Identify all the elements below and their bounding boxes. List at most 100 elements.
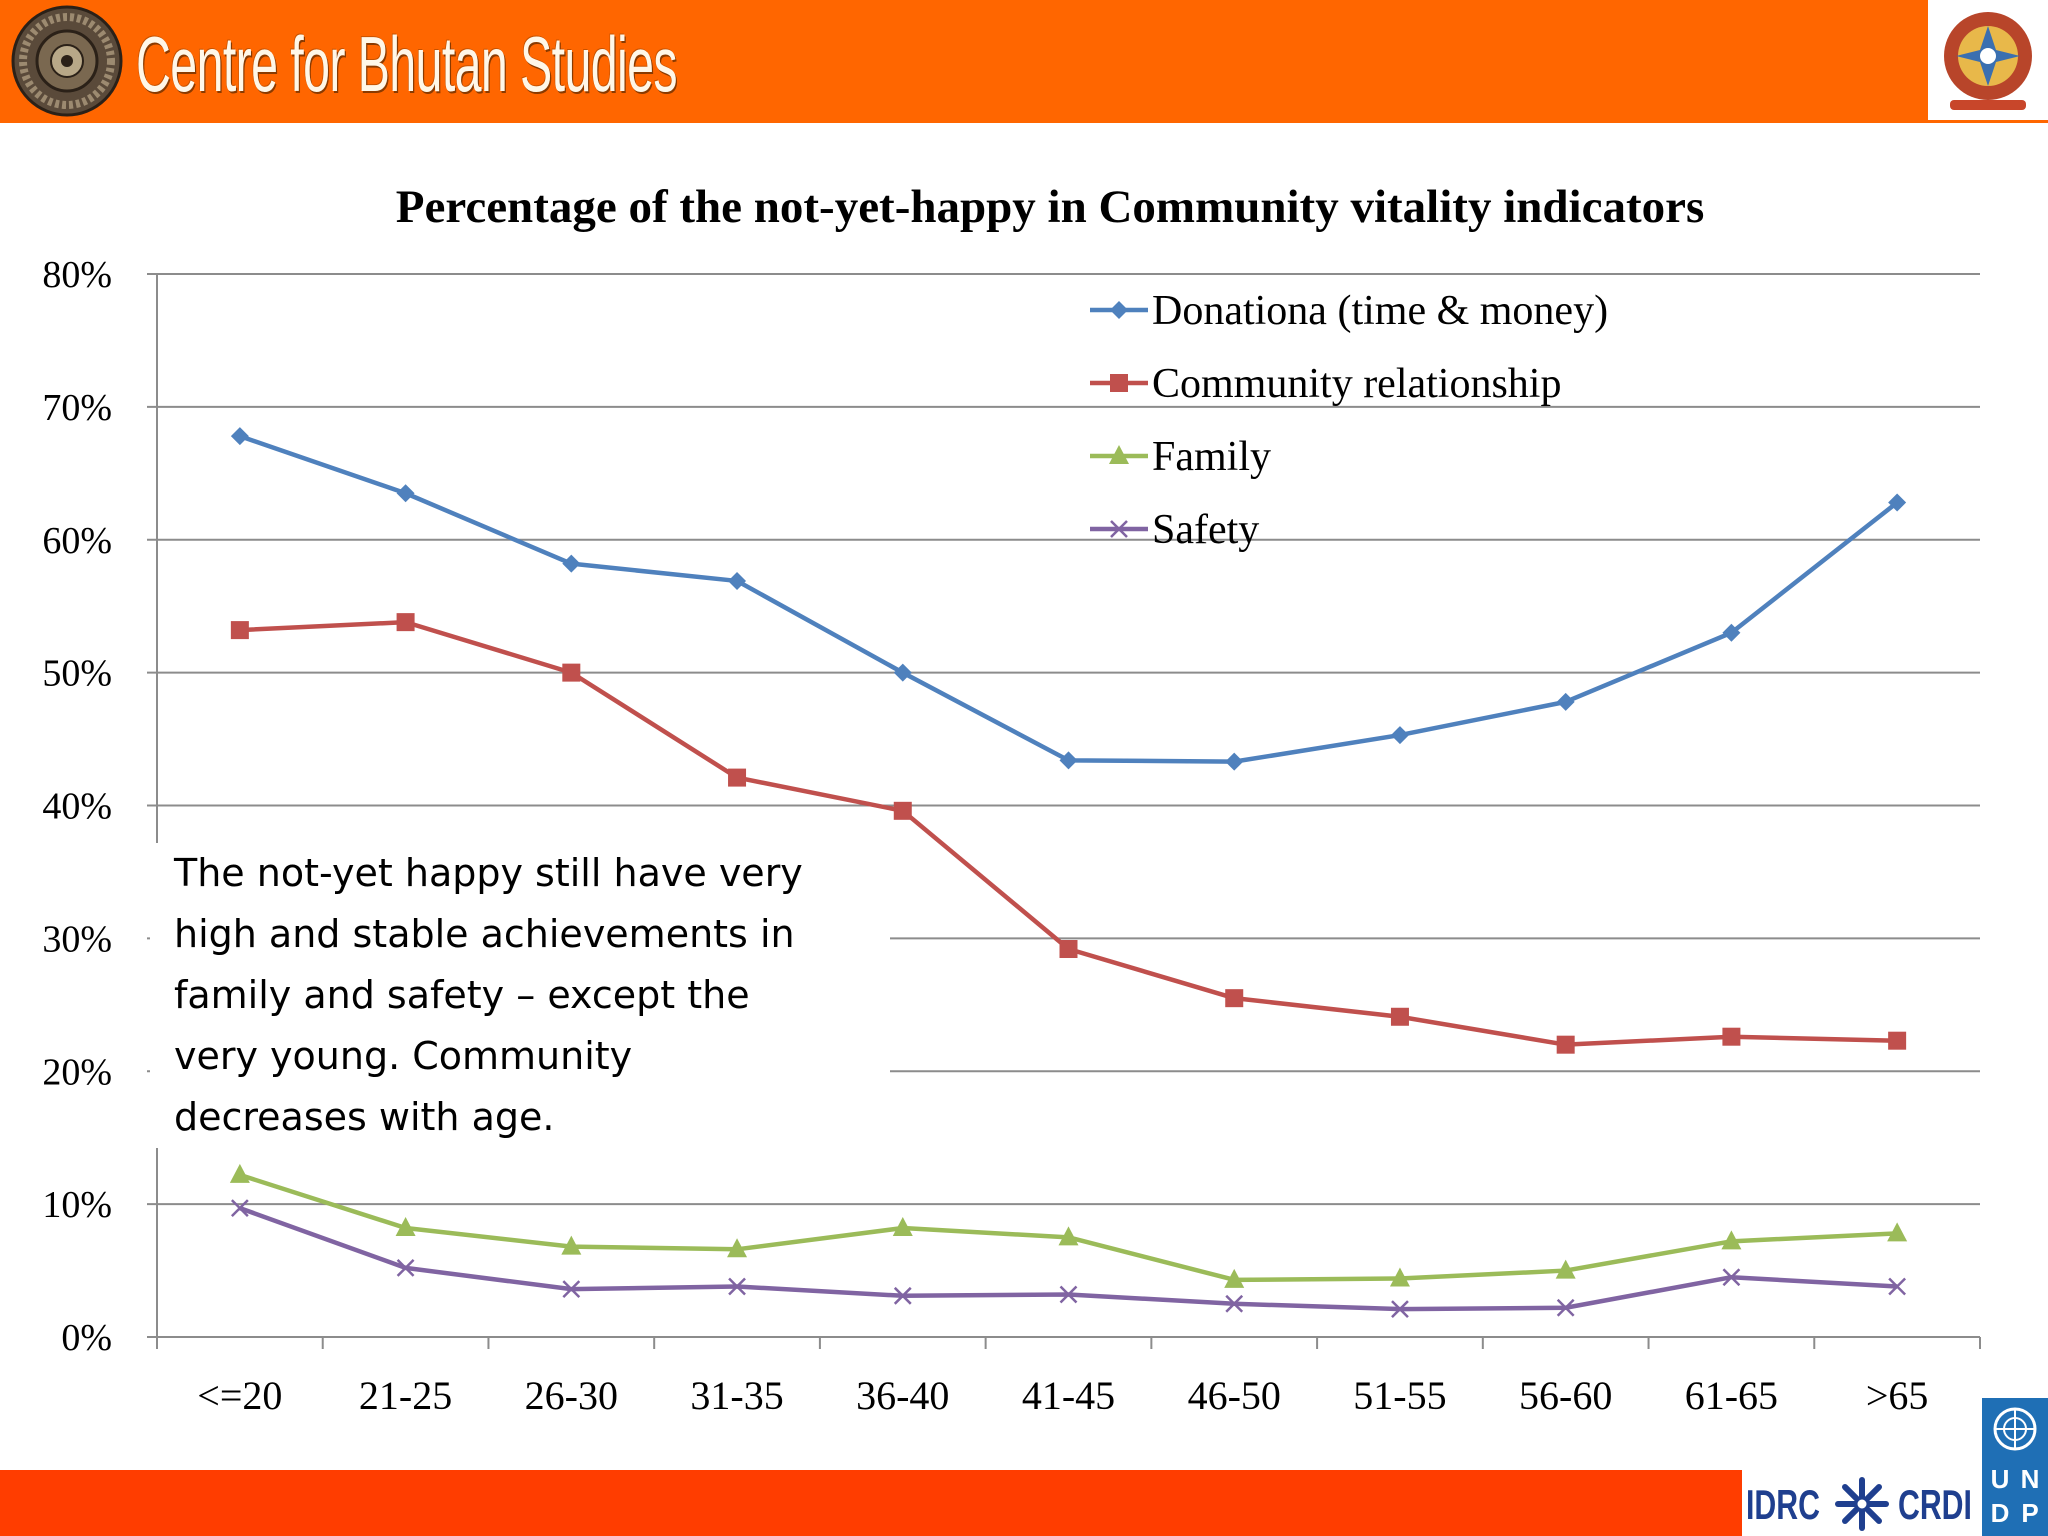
legend-label: Donationa (time & money) [1152,288,1608,334]
undp-letter: N [2020,1464,2040,1494]
data-point [1389,1267,1410,1287]
data-point [396,613,415,632]
y-tick-label: 40% [42,786,112,828]
x-tick-label: 36-40 [856,1373,949,1418]
data-point [1110,374,1128,392]
legend-label: Safety [1152,507,1259,553]
data-point [1721,1230,1742,1250]
data-point [1887,1222,1908,1242]
series-group [229,427,1908,1318]
legend: Donationa (time & money) Community relati… [1090,288,1608,553]
legend-entry: Community relationship [1090,361,1561,407]
data-point [562,1280,581,1299]
annotation-box: The not-yet happy still have very high a… [150,843,890,1148]
data-point [1888,1277,1907,1296]
series-triangle [229,1163,1908,1288]
undp-letter: U [1990,1464,2010,1494]
annotation-line: high and stable achievements in [174,912,795,956]
data-point [1888,493,1907,512]
data-point [1556,692,1575,711]
data-point [1225,989,1244,1008]
y-tick-label: 0% [61,1317,112,1359]
idrc-star-icon [1835,1477,1889,1531]
data-point [1390,726,1409,745]
x-tick-label: 41-45 [1022,1373,1115,1418]
y-tick-label: 50% [42,653,112,695]
data-point [893,801,912,820]
x-tick-label: 26-30 [525,1373,618,1418]
data-point [230,427,249,446]
header-bar [0,0,2048,123]
series-diamond [230,427,1907,771]
header-emblem-box [1928,0,2048,120]
legend-entry: Family [1090,434,1271,480]
footer-bar [0,1470,1742,1536]
idrc-label: IDRC [1746,1481,1820,1528]
data-point [1058,1226,1079,1246]
x-tick-label: >65 [1866,1373,1929,1418]
data-point [1888,1031,1907,1050]
legend-entry: Safety [1090,507,1259,553]
un-globe-icon [1993,1407,2037,1451]
annotation-line: very young. Community [174,1034,633,1078]
data-point [893,1286,912,1305]
data-point [1391,1300,1409,1318]
x-tick-label: 21-25 [359,1373,452,1418]
data-point [893,663,912,682]
y-tick-label: 30% [42,918,112,960]
annotation-line: decreases with age. [174,1095,555,1139]
undp-letter: D [1990,1498,2010,1528]
data-point [562,554,581,573]
bhutan-emblem-icon [1944,12,2032,110]
data-point [395,1217,416,1237]
y-tick-label: 60% [42,520,112,562]
undp-letter: P [2021,1498,2039,1528]
data-point [230,621,249,640]
data-point [561,1235,582,1255]
data-point [728,1277,746,1296]
header-title: Centre for Bhutan Studies [136,20,678,108]
data-point [1225,1294,1244,1313]
data-point [229,1163,250,1183]
x-tick-label: 56-60 [1519,1373,1612,1418]
x-tick-label: 61-65 [1685,1373,1778,1418]
data-point [892,1217,913,1237]
legend-entry: Donationa (time & money) [1090,288,1608,334]
data-point [728,571,747,590]
y-tick-label: 80% [42,254,112,296]
series-x [230,1199,1907,1318]
y-tick-label: 20% [42,1051,112,1093]
data-point [1059,1285,1078,1304]
x-tick-label: 51-55 [1353,1373,1446,1418]
annotation-line: family and safety – except the [174,973,750,1017]
data-point [396,1259,415,1277]
data-point [1722,1027,1741,1046]
data-point [1556,1298,1575,1317]
data-point [562,663,581,682]
legend-label: Family [1152,434,1271,480]
y-tick-label: 70% [42,387,112,429]
dharma-wheel-icon [11,5,123,117]
undp-logo: U N D P [1982,1398,2048,1536]
data-point [230,1199,249,1217]
chart-title: Percentage of the not-yet-happy in Commu… [395,181,1705,233]
data-point [727,1238,748,1258]
data-point [1110,520,1128,538]
data-point [396,484,415,503]
data-point [1722,623,1741,642]
legend-label: Community relationship [1152,361,1561,407]
x-tick-label: <=20 [197,1373,282,1418]
data-point [1555,1259,1576,1279]
series-square [230,613,1907,1054]
data-point [728,768,747,787]
data-point [1059,751,1078,770]
data-point [1224,1268,1245,1288]
y-tick-label: 10% [42,1184,112,1226]
data-point [1556,1035,1575,1054]
data-point [1110,301,1128,319]
data-point [1225,752,1244,771]
crdi-label: CRDI [1898,1481,1972,1528]
x-tick-label: 46-50 [1188,1373,1281,1418]
data-point [1390,1007,1409,1026]
